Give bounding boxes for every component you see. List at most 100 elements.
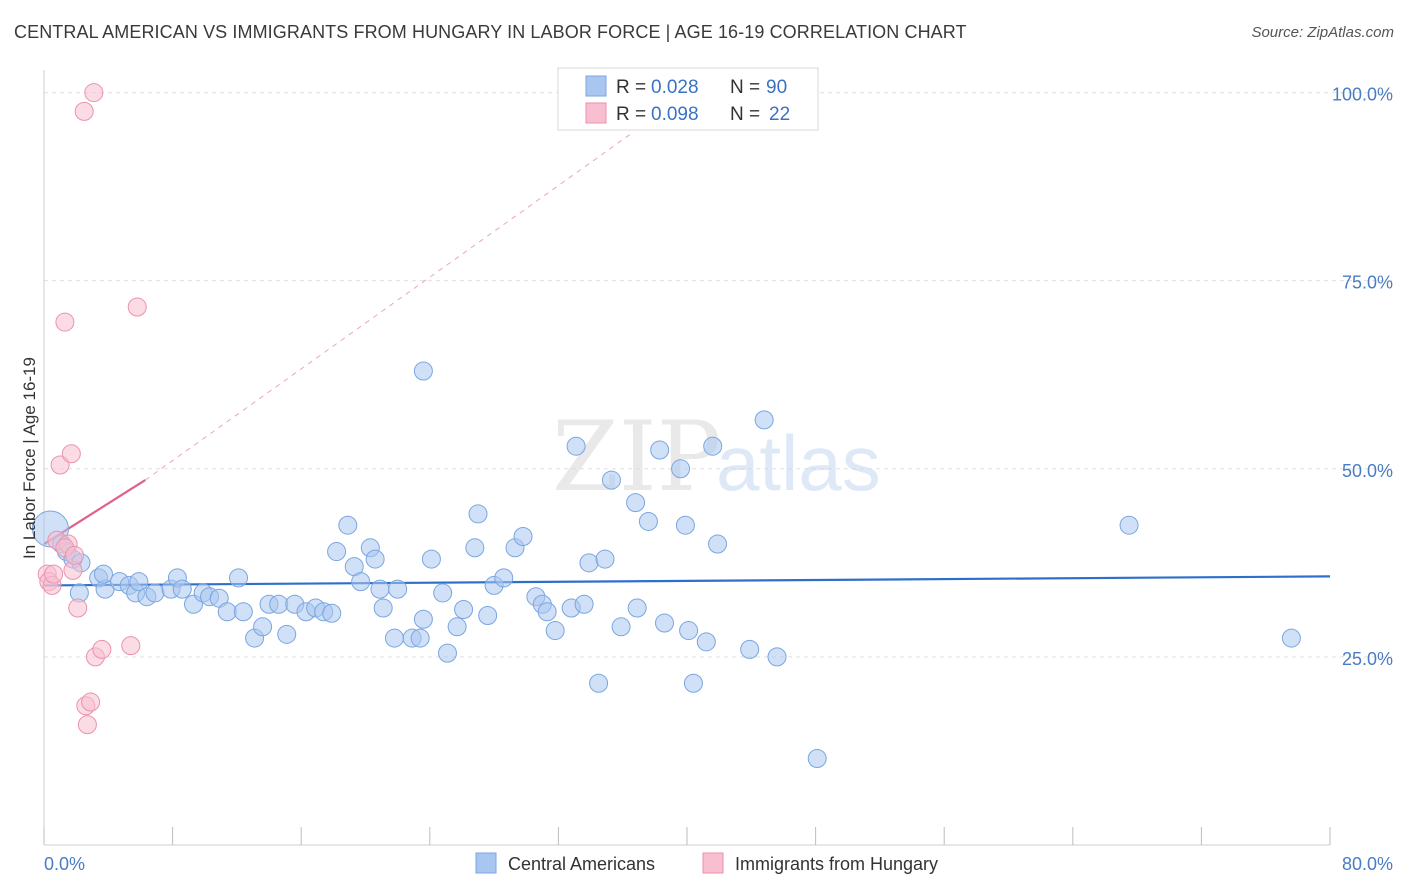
pink-point-21 xyxy=(65,545,85,565)
pink-point-12 xyxy=(77,715,97,735)
legend-r-label-1: R = xyxy=(616,77,646,98)
x-tick-labels: 0.0% 80.0% xyxy=(44,854,1393,874)
legend-r-label-2: R = xyxy=(616,104,646,125)
y-tick-label-3: 100.0% xyxy=(1332,85,1393,105)
blue-point-70 xyxy=(601,470,621,490)
blue-point-88 xyxy=(1119,515,1139,535)
blue-point-66 xyxy=(574,594,594,614)
legend-n-value-2: 22 xyxy=(769,104,790,125)
legend-swatch-pink xyxy=(585,102,607,124)
blue-point-29 xyxy=(277,624,297,644)
grid-lines xyxy=(44,92,1392,658)
blue-point-51 xyxy=(447,617,467,637)
legend-r-value-1: 0.028 xyxy=(651,77,699,98)
x-tick-label-min: 0.0% xyxy=(44,854,85,874)
blue-point-59 xyxy=(513,527,533,547)
blue-point-84 xyxy=(740,639,760,659)
blue-point-53 xyxy=(465,538,485,558)
legend-r-value-2: 0.098 xyxy=(651,104,699,125)
bottom-legend-swatch-blue xyxy=(475,852,497,874)
blue-point-68 xyxy=(589,673,609,693)
blue-point-26 xyxy=(253,617,273,637)
y-tick-labels: 25.0% 50.0% 75.0% 100.0% xyxy=(1332,85,1393,669)
legend-box: R = 0.028 N = 90 R = 0.098 N = 22 xyxy=(557,67,819,131)
chart-title: CENTRAL AMERICAN VS IMMIGRANTS FROM HUNG… xyxy=(14,22,967,42)
pink-point-9 xyxy=(68,598,88,618)
blue-point-35 xyxy=(327,542,347,562)
blue-point-90 xyxy=(413,361,433,381)
y-tick-label-1: 50.0% xyxy=(1342,461,1393,481)
pink-point-20 xyxy=(44,564,64,584)
pink-point-18 xyxy=(127,297,147,317)
blue-point-85 xyxy=(754,410,774,430)
pink-point-4 xyxy=(50,455,70,475)
blue-point-36 xyxy=(338,515,358,535)
blue-point-34 xyxy=(322,603,342,623)
bottom-legend-swatch-pink xyxy=(702,852,724,874)
blue-point-12 xyxy=(129,572,149,592)
blue-point-38 xyxy=(351,572,371,592)
data-points xyxy=(31,83,1301,768)
legend-n-label-2: N = xyxy=(730,104,760,125)
watermark-atlas: atlas xyxy=(716,419,881,507)
blue-point-42 xyxy=(373,598,393,618)
blue-point-76 xyxy=(654,613,674,633)
blue-point-22 xyxy=(217,602,237,622)
blue-point-80 xyxy=(683,673,703,693)
blue-point-75 xyxy=(650,440,670,460)
blue-point-52 xyxy=(454,599,474,619)
chart-source: Source: ZipAtlas.com xyxy=(1251,24,1394,41)
blue-point-44 xyxy=(388,579,408,599)
blue-point-48 xyxy=(421,549,441,569)
blue-point-50 xyxy=(437,643,457,663)
blue-point-28 xyxy=(269,594,289,614)
pink-point-13 xyxy=(81,692,101,712)
bottom-legend-label-1: Central Americans xyxy=(508,854,655,874)
blue-point-55 xyxy=(478,606,498,626)
blue-point-46 xyxy=(410,628,430,648)
y-axis-label: In Labor Force | Age 16-19 xyxy=(20,357,39,559)
blue-point-54 xyxy=(468,504,488,524)
blue-point-17 xyxy=(172,579,192,599)
blue-point-69 xyxy=(595,549,615,569)
blue-point-79 xyxy=(679,621,699,641)
legend-n-value-1: 90 xyxy=(766,77,787,98)
blue-point-83 xyxy=(708,534,728,554)
blue-point-71 xyxy=(611,617,631,637)
blue-point-89 xyxy=(1281,628,1301,648)
blue-point-14 xyxy=(145,583,165,603)
blue-point-63 xyxy=(545,621,565,641)
bottom-legend-label-2: Immigrants from Hungary xyxy=(735,854,938,874)
y-tick-label-0: 25.0% xyxy=(1342,649,1393,669)
blue-trend-line xyxy=(43,575,1331,587)
blue-point-24 xyxy=(233,602,253,622)
legend-n-label-1: N = xyxy=(730,77,760,98)
bottom-legend: Central Americans Immigrants from Hungar… xyxy=(475,852,938,874)
blue-point-78 xyxy=(675,515,695,535)
legend-swatch-blue xyxy=(585,75,607,97)
blue-point-62 xyxy=(537,602,557,622)
blue-point-57 xyxy=(494,568,514,588)
blue-point-47 xyxy=(413,609,433,629)
blue-point-40 xyxy=(365,549,385,569)
pink-point-17 xyxy=(121,636,141,656)
blue-point-41 xyxy=(370,579,390,599)
pink-point-7 xyxy=(61,444,81,464)
blue-point-73 xyxy=(627,598,647,618)
blue-point-8 xyxy=(93,564,113,584)
blue-point-74 xyxy=(638,511,658,531)
blue-point-82 xyxy=(703,436,723,456)
axes xyxy=(43,70,1331,846)
blue-point-77 xyxy=(671,459,691,479)
blue-point-65 xyxy=(566,436,586,456)
pink-point-14 xyxy=(84,83,104,103)
blue-point-43 xyxy=(384,628,404,648)
y-tick-label-2: 75.0% xyxy=(1342,273,1393,293)
pink-point-5 xyxy=(55,312,75,332)
blue-point-49 xyxy=(433,583,453,603)
blue-point-86 xyxy=(767,647,787,667)
pink-point-16 xyxy=(92,639,112,659)
blue-point-23 xyxy=(229,568,249,588)
blue-point-72 xyxy=(626,493,646,513)
